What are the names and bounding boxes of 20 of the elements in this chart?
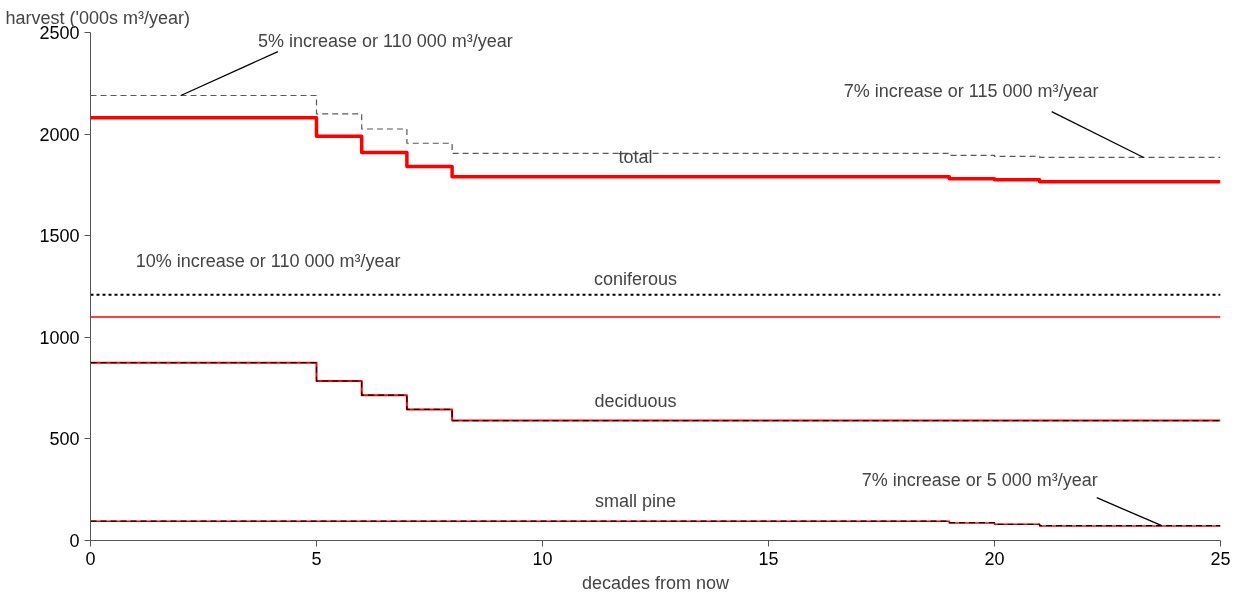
x-tick-label: 10 [532,548,553,569]
annotation: 5% increase or 110 000 m³/year [257,31,513,52]
series-label: deciduous [594,390,677,411]
y-tick-label: 1000 [39,327,80,348]
series-label: total [618,146,653,167]
y-tick-label: 1500 [39,226,80,247]
x-tick-label: 25 [1210,548,1231,569]
annotation: 10% increase or 110 000 m³/year [135,250,401,271]
series-label: coniferous [593,268,678,289]
series-label: small pine [594,491,677,512]
x-tick-label: 0 [85,548,96,569]
x-tick-label: 20 [984,548,1005,569]
x-tick-label: 15 [758,548,779,569]
y-tick-label: 500 [49,429,80,450]
annotation: 7% increase or 115 000 m³/year [843,81,1099,102]
annotation: 7% increase or 5 000 m³/year [861,469,1098,490]
x-axis-title: decades from now [581,572,731,593]
y-tick-label: 0 [69,531,80,551]
x-tick-label: 5 [311,548,322,569]
y-tick-label: 2000 [39,124,80,145]
